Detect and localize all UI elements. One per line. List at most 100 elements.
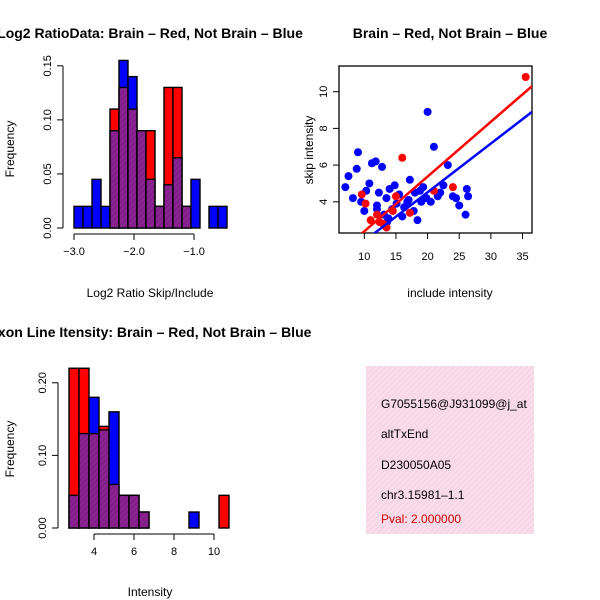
scatter-point-not-brain-48 (415, 186, 424, 195)
hist-0-ytick-label-0: 0.00 (42, 217, 54, 238)
intensity-histogram-axes: 4 6 8 10 0.00 0.10 0.20 (37, 372, 220, 558)
hist-0-bar-1 (82, 205, 93, 229)
hist-0-ytick-label-2: 0.10 (42, 109, 54, 130)
hist-2-bar-12 (188, 511, 200, 529)
scatter-point-not-brain-12 (374, 188, 383, 197)
ratio-histogram: Log2 RatioData: Brain – Red, Not Brain –… (0, 25, 303, 300)
scatter-point-brain-9 (361, 199, 370, 208)
hist-2-overlap-6 (128, 494, 140, 529)
ratio-histogram-xlabel: Log2 Ratio Skip/Include (87, 286, 214, 300)
scatter-point-not-brain-1 (344, 172, 353, 181)
scatter-point-not-brain-2 (348, 194, 357, 203)
intensity-scatter-xlabel: include intensity (407, 286, 492, 300)
scatter-point-not-brain-0 (341, 183, 350, 192)
scatter-point-not-brain-28 (413, 216, 422, 225)
scatter-ytick-label-2: 8 (318, 125, 330, 131)
scatter-point-not-brain-3 (352, 164, 361, 173)
intensity-histogram-ylabel: Frequency (3, 421, 17, 478)
hist-0-overlap-4 (109, 129, 120, 229)
info-panel: G7055156@J931099@j_at altTxEnd D230050A0… (366, 366, 534, 534)
scatter-xtick-label-4: 30 (485, 251, 497, 263)
scatter-point-not-brain-6 (360, 206, 369, 215)
info-pval: Pval: 2.000000 (381, 512, 461, 526)
hist-2-ytick-label-2: 0.20 (37, 372, 49, 393)
scatter-ytick-label-1: 6 (318, 162, 330, 168)
info-probe-id: G7055156@J931099@j_at (381, 397, 527, 411)
hist-0-bar-2 (91, 178, 102, 229)
scatter-xtick-label-3: 25 (453, 251, 465, 263)
hist-2-overlap-2 (88, 432, 100, 529)
hist-0-overlap-8 (145, 178, 156, 229)
scatter-point-not-brain-43 (462, 184, 471, 193)
scatter-point-brain-12 (366, 216, 375, 225)
hist-0-overlap-6 (127, 108, 138, 229)
hist-2-bar-15 (218, 494, 230, 529)
hist-0-overlap-11 (172, 157, 183, 229)
scatter-point-brain-0 (357, 190, 366, 199)
scatter-xtick-label-2: 20 (421, 251, 433, 263)
hist-0-bar-0 (73, 205, 84, 229)
scatter-point-not-brain-45 (372, 205, 381, 214)
hist-2-overlap-7 (138, 511, 150, 529)
hist-2-xtick-label-1: 6 (131, 546, 137, 558)
intensity-scatter: Brain – Red, Not Brain – Blue 10 15 20 25 30… (302, 25, 547, 300)
scatter-point-not-brain-25 (405, 175, 414, 184)
hist-2-xtick-label-0: 4 (91, 546, 97, 558)
scatter-point-not-brain-40 (452, 194, 461, 203)
scatter-ytick-label-0: 4 (318, 199, 330, 205)
hist-2-ytick-label-0: 0.00 (37, 517, 49, 538)
hist-0-bar-15 (208, 205, 219, 229)
scatter-point-not-brain-8 (365, 179, 374, 188)
scatter-xtick-label-0: 10 (358, 251, 370, 263)
hist-0-overlap-12 (181, 205, 192, 229)
fit-line-not-brain (372, 110, 532, 233)
info-panel-background (366, 366, 534, 534)
scatter-point-not-brain-19 (390, 181, 399, 190)
scatter-xtick-label-5: 35 (516, 251, 528, 263)
hist-0-xtick-label-2: −1.0 (183, 246, 205, 258)
hist-0-overlap-7 (136, 129, 147, 229)
scatter-point-not-brain-36 (436, 188, 445, 197)
intensity-histogram: Exon Line Itensity: Brain – Red, Not Bra… (0, 324, 312, 599)
hist-2-overlap-1 (78, 432, 90, 529)
info-gene-id: D230050A05 (381, 458, 451, 472)
scatter-point-not-brain-34 (429, 142, 438, 151)
intensity-histogram-title: Exon Line Itensity: Brain – Red, Not Bra… (0, 324, 312, 340)
scatter-point-not-brain-41 (455, 201, 464, 210)
ratio-histogram-title: Log2 RatioData: Brain – Red, Not Brain –… (0, 25, 303, 41)
ratio-histogram-bars (73, 59, 228, 229)
scatter-point-brain-3 (391, 192, 400, 201)
scatter-point-brain-5 (405, 208, 414, 217)
info-location: chr3.15981–1.1 (381, 488, 465, 502)
intensity-scatter-title: Brain – Red, Not Brain – Blue (353, 25, 548, 41)
hist-2-xtick-label-3: 10 (208, 546, 220, 558)
scatter-point-not-brain-4 (353, 148, 362, 157)
intensity-histogram-bars (68, 367, 230, 529)
hist-0-ytick-label-1: 0.05 (42, 163, 54, 184)
scatter-point-not-brain-38 (443, 161, 452, 170)
hist-0-bar-13 (190, 178, 201, 229)
hist-0-overlap-5 (118, 86, 129, 229)
hist-2-ytick-label-1: 0.10 (37, 445, 49, 466)
fit-line-brain (360, 85, 532, 233)
scatter-point-brain-8 (521, 73, 530, 82)
scatter-point-not-brain-47 (404, 195, 413, 204)
scatter-point-not-brain-37 (439, 181, 448, 190)
scatter-point-not-brain-13 (378, 162, 387, 171)
hist-2-overlap-5 (118, 494, 130, 529)
hist-0-overlap-10 (163, 184, 174, 229)
scatter-point-brain-7 (448, 183, 457, 192)
hist-2-overlap-0 (68, 494, 80, 529)
hist-0-bar-16 (217, 205, 228, 229)
hist-0-ytick-label-3: 0.15 (42, 55, 54, 76)
ratio-histogram-ylabel: Frequency (3, 121, 17, 178)
intensity-scatter-frame (338, 65, 533, 234)
hist-2-overlap-3 (98, 429, 110, 529)
hist-0-bar-3 (100, 205, 111, 229)
intensity-scatter-axes: 10 15 20 25 30 35 4 6 8 10 (318, 86, 529, 263)
scatter-ytick-label-3: 10 (318, 86, 330, 98)
scatter-point-not-brain-33 (426, 197, 435, 206)
hist-2-overlap-4 (108, 483, 120, 529)
intensity-histogram-xlabel: Intensity (128, 585, 173, 599)
